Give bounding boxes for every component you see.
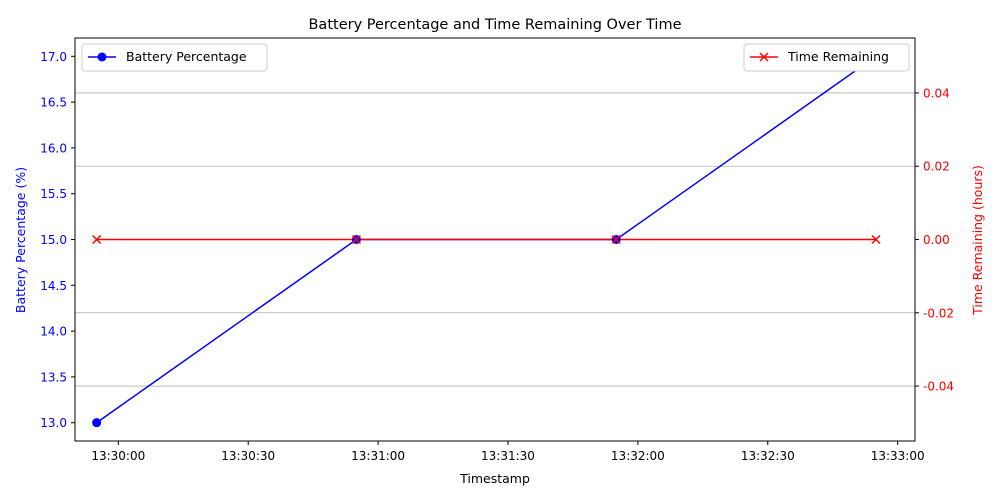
x-tick-label: 13:31:00 (351, 449, 405, 463)
axis-ticks: -0.04 -0.02 0.00 0.02 0.04 13.0 13.5 14.0 14.5 15… (40, 50, 954, 463)
x-tick-label: 13:30:30 (221, 449, 275, 463)
y-left-tick-label: 14.5 (40, 279, 67, 293)
y-left-tick-label: 13.5 (40, 370, 67, 384)
y-right-tick-label: -0.04 (923, 380, 954, 394)
x-axis-label: Timestamp (459, 471, 530, 486)
data-point (351, 234, 361, 245)
data-point (92, 418, 102, 428)
x-tick-label: 13:32:00 (611, 449, 665, 463)
y-right-tick-label: 0.04 (923, 86, 950, 100)
y-left-tick-label: 13.0 (40, 416, 67, 430)
x-tick-label: 13:31:30 (481, 449, 535, 463)
y-left-tick-label: 15.5 (40, 187, 67, 201)
data-point (611, 234, 621, 245)
y-axis-right-label: Time Remaining (hours) (970, 165, 985, 316)
y-left-tick-label: 17.0 (40, 50, 67, 64)
data-point (871, 234, 881, 245)
legend-right-box (743, 43, 910, 72)
y-axis-left-label: Battery Percentage (%) (13, 167, 28, 313)
legend-left: Battery Percentage (81, 43, 268, 72)
data-point (92, 234, 102, 245)
legend-left-label: Battery Percentage (126, 49, 247, 64)
x-tick-label: 13:33:00 (871, 449, 925, 463)
y-left-tick-label: 15.0 (40, 233, 67, 247)
legend-left-box (81, 43, 268, 72)
grid-lines (75, 92, 915, 387)
legend-right: Time Remaining (743, 43, 910, 72)
y-right-tick-label: -0.02 (923, 306, 954, 320)
y-left-tick-label: 14.0 (40, 325, 67, 339)
x-tick-label: 13:30:00 (91, 449, 145, 463)
legend-right-label: Time Remaining (787, 49, 889, 64)
chart-title: Battery Percentage and Time Remaining Ov… (308, 17, 681, 33)
series-lines (96, 55, 877, 424)
x-tick-label: 13:32:30 (741, 449, 795, 463)
y-right-tick-label: 0.02 (923, 160, 950, 174)
legend-left-marker (97, 52, 107, 62)
y-left-tick-label: 16.0 (40, 141, 67, 155)
y-left-tick-label: 16.5 (40, 96, 67, 110)
legend-right-marker (759, 52, 769, 62)
y-right-tick-label: 0.00 (923, 233, 950, 247)
